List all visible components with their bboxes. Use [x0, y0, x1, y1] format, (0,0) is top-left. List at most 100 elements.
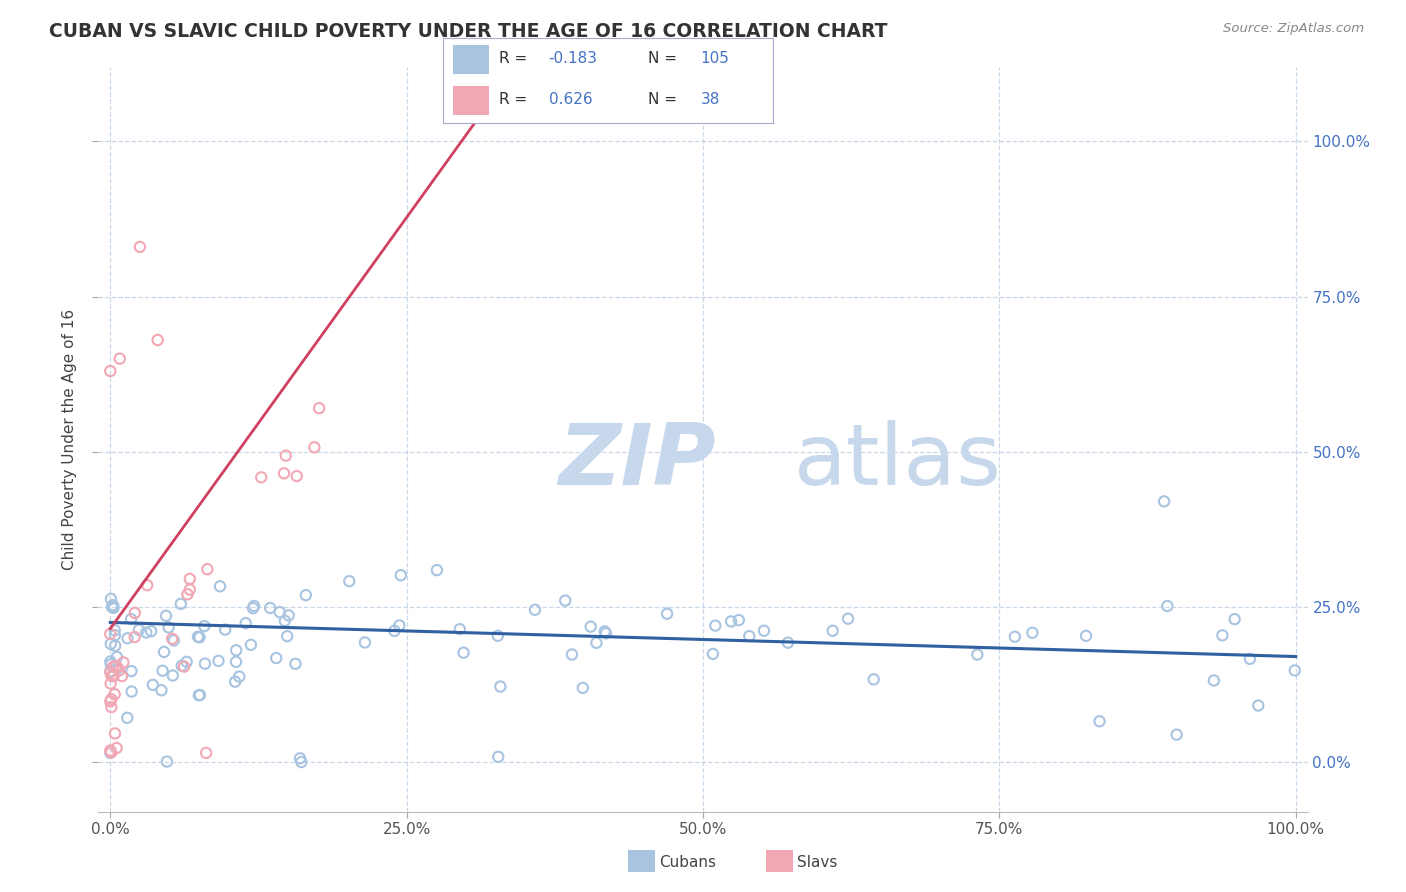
- Point: [259, 601, 281, 615]
- Point: [655, 607, 678, 621]
- Point: [225, 655, 247, 669]
- Point: [486, 749, 509, 764]
- Point: [243, 599, 266, 613]
- Text: CUBAN VS SLAVIC CHILD POVERTY UNDER THE AGE OF 16 CORRELATION CHART: CUBAN VS SLAVIC CHILD POVERTY UNDER THE …: [49, 22, 887, 41]
- Point: [1074, 629, 1097, 643]
- Point: [100, 637, 122, 651]
- Point: [1021, 625, 1043, 640]
- Point: [274, 614, 297, 628]
- Text: R =: R =: [499, 51, 533, 66]
- Point: [554, 593, 576, 607]
- Point: [214, 623, 236, 637]
- Point: [1239, 652, 1261, 666]
- Point: [105, 649, 128, 664]
- Point: [141, 624, 163, 639]
- Point: [579, 620, 602, 634]
- Point: [561, 648, 583, 662]
- Point: [426, 563, 449, 577]
- Point: [593, 624, 616, 639]
- Point: [595, 626, 617, 640]
- Text: Slavs: Slavs: [797, 855, 838, 870]
- Point: [152, 664, 174, 678]
- Point: [103, 669, 125, 683]
- Point: [188, 688, 211, 702]
- Point: [354, 635, 377, 649]
- Point: [284, 657, 307, 671]
- Point: [704, 618, 727, 632]
- Point: [100, 676, 122, 690]
- Point: [103, 600, 125, 615]
- Point: [107, 661, 129, 675]
- Point: [176, 587, 198, 601]
- Point: [104, 726, 127, 740]
- Point: [179, 582, 201, 597]
- Point: [100, 669, 122, 683]
- Bar: [453, 45, 489, 74]
- Point: [170, 658, 193, 673]
- Point: [146, 333, 169, 347]
- Point: [224, 674, 246, 689]
- Point: [264, 651, 287, 665]
- Point: [142, 678, 165, 692]
- Point: [117, 632, 139, 646]
- Point: [295, 588, 318, 602]
- Point: [285, 469, 308, 483]
- Point: [170, 597, 193, 611]
- Point: [720, 615, 742, 629]
- Point: [98, 746, 121, 760]
- Point: [489, 680, 512, 694]
- Point: [235, 616, 257, 631]
- Point: [98, 743, 121, 757]
- Point: [304, 440, 326, 454]
- Point: [337, 574, 360, 589]
- Point: [195, 746, 218, 760]
- Point: [727, 613, 749, 627]
- Point: [98, 364, 121, 378]
- Point: [162, 668, 184, 682]
- Point: [1247, 698, 1270, 713]
- Point: [100, 657, 122, 672]
- Point: [104, 628, 127, 642]
- Point: [486, 629, 509, 643]
- Point: [100, 692, 122, 706]
- Text: R =: R =: [499, 92, 533, 107]
- Point: [776, 635, 799, 649]
- Point: [108, 663, 131, 677]
- Point: [163, 633, 186, 648]
- Point: [752, 624, 775, 638]
- Point: [449, 622, 471, 636]
- Text: -0.183: -0.183: [548, 51, 598, 66]
- Point: [104, 687, 127, 701]
- Point: [98, 665, 121, 680]
- Point: [98, 655, 121, 669]
- Point: [1284, 664, 1306, 678]
- Point: [821, 624, 844, 638]
- Point: [1211, 628, 1233, 642]
- Point: [128, 623, 150, 637]
- Point: [862, 673, 884, 687]
- Point: [173, 659, 195, 673]
- Point: [156, 755, 179, 769]
- Point: [112, 656, 135, 670]
- Point: [1166, 728, 1188, 742]
- Y-axis label: Child Poverty Under the Age of 16: Child Poverty Under the Age of 16: [62, 309, 77, 570]
- Point: [277, 608, 299, 623]
- Point: [108, 351, 131, 366]
- Point: [157, 620, 180, 634]
- Point: [572, 681, 595, 695]
- Point: [195, 562, 218, 576]
- Bar: [453, 86, 489, 114]
- Point: [290, 755, 312, 769]
- Point: [117, 711, 139, 725]
- Point: [153, 645, 176, 659]
- Point: [98, 664, 121, 678]
- Text: 105: 105: [700, 51, 730, 66]
- Point: [104, 624, 127, 638]
- Point: [194, 657, 217, 671]
- Point: [129, 240, 152, 254]
- Point: [124, 630, 146, 644]
- Point: [136, 578, 159, 592]
- Point: [453, 646, 475, 660]
- Point: [702, 647, 724, 661]
- Point: [160, 632, 183, 646]
